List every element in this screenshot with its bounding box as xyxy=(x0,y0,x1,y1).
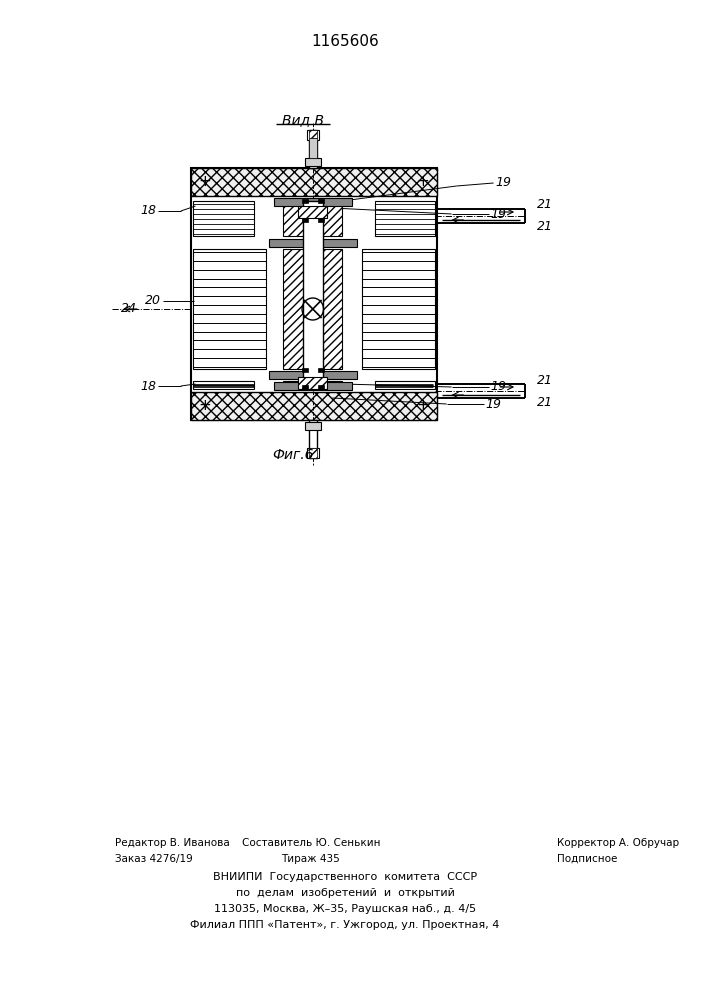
Text: Подписное: Подписное xyxy=(557,854,617,864)
Bar xyxy=(320,249,342,369)
Text: ВНИИПИ  Государственного  комитета  СССР: ВНИИПИ Государственного комитета СССР xyxy=(213,872,477,882)
Text: 19: 19 xyxy=(491,380,507,393)
Bar xyxy=(309,130,317,168)
Text: +: + xyxy=(417,174,430,190)
Bar xyxy=(317,385,324,389)
Bar xyxy=(274,382,352,390)
Bar xyxy=(317,368,324,372)
Text: 20: 20 xyxy=(145,294,161,308)
Bar xyxy=(320,201,342,236)
Bar xyxy=(302,368,308,372)
Bar xyxy=(192,249,266,369)
Text: +: + xyxy=(198,398,211,414)
Text: +: + xyxy=(198,174,211,190)
Bar xyxy=(298,206,327,218)
Text: 24: 24 xyxy=(121,302,137,316)
Bar xyxy=(320,381,342,389)
Bar xyxy=(284,201,305,236)
Bar xyxy=(362,249,435,369)
Bar xyxy=(307,448,319,458)
Bar xyxy=(303,201,322,387)
Bar xyxy=(317,199,324,203)
Bar xyxy=(305,422,320,430)
Bar xyxy=(269,371,357,379)
Bar xyxy=(302,385,308,389)
Text: 19: 19 xyxy=(491,208,507,221)
Text: 18: 18 xyxy=(141,379,156,392)
Bar xyxy=(192,381,254,389)
Text: 18: 18 xyxy=(141,205,156,218)
Bar xyxy=(192,201,254,236)
Text: 113035, Москва, Ж–35, Раушская наб., д. 4/5: 113035, Москва, Ж–35, Раушская наб., д. … xyxy=(214,904,476,914)
Text: Вид В: Вид В xyxy=(282,113,324,127)
Text: Фиг.6: Фиг.6 xyxy=(272,448,314,462)
Text: Корректор А. Обручар: Корректор А. Обручар xyxy=(557,838,679,848)
Text: Заказ 4276/19: Заказ 4276/19 xyxy=(115,854,193,864)
Text: Филиал ППП «Патент», г. Ужгород, ул. Проектная, 4: Филиал ППП «Патент», г. Ужгород, ул. Про… xyxy=(190,920,500,930)
Bar xyxy=(302,218,308,222)
Text: +: + xyxy=(417,398,430,414)
Text: 21: 21 xyxy=(537,198,553,212)
Text: Тираж 435: Тираж 435 xyxy=(281,854,340,864)
Bar xyxy=(375,381,435,389)
Bar xyxy=(191,168,437,420)
Text: Составитель Ю. Сенькин: Составитель Ю. Сенькин xyxy=(242,838,380,848)
Text: Редактор В. Иванова: Редактор В. Иванова xyxy=(115,838,230,848)
Bar xyxy=(309,138,317,158)
Bar xyxy=(309,130,317,138)
Text: 19: 19 xyxy=(496,176,512,190)
Bar xyxy=(284,381,305,389)
Bar xyxy=(298,377,327,389)
Bar xyxy=(269,239,357,247)
Text: 21: 21 xyxy=(537,395,553,408)
Text: 1165606: 1165606 xyxy=(311,34,379,49)
Text: 21: 21 xyxy=(537,373,553,386)
Bar xyxy=(191,168,437,196)
Bar xyxy=(191,392,437,420)
Text: 21: 21 xyxy=(537,221,553,233)
Text: 19: 19 xyxy=(486,397,502,410)
Bar xyxy=(274,198,352,206)
Bar xyxy=(307,130,319,140)
Bar xyxy=(302,199,308,203)
Bar xyxy=(309,448,317,458)
Bar xyxy=(309,420,317,458)
Bar xyxy=(305,158,320,166)
Bar xyxy=(317,218,324,222)
Bar xyxy=(284,249,305,369)
Bar xyxy=(375,201,435,236)
Text: по  делам  изобретений  и  открытий: по делам изобретений и открытий xyxy=(235,888,455,898)
